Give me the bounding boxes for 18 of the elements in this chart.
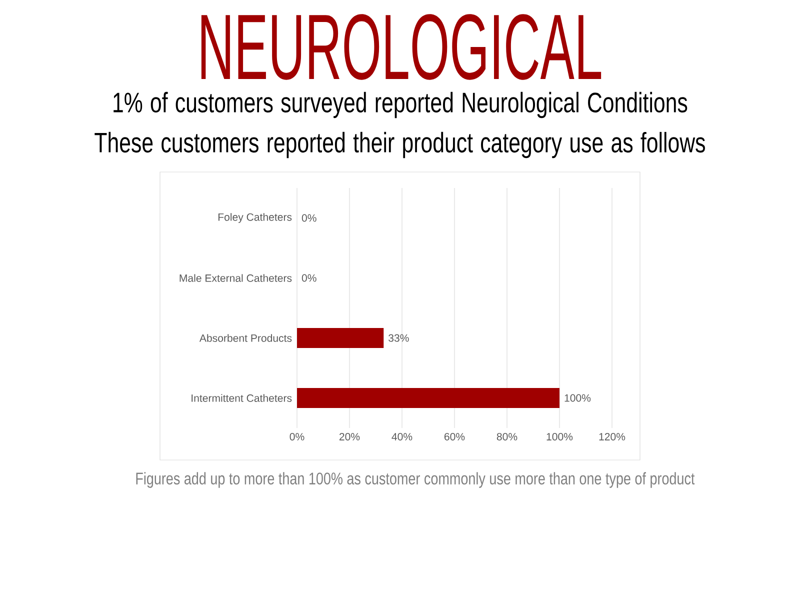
x-tick-label: 60% — [444, 432, 465, 440]
y-tick-label: Absorbent Products — [199, 334, 292, 342]
y-tick-label: Male External Catheters — [180, 274, 292, 282]
text: Figures add up to more than 100% as customer commonly use more than one type of product — [136, 472, 695, 488]
y-tick-label: Intermittent Catheters — [192, 394, 292, 402]
data-label: 0% — [302, 274, 316, 282]
x-tick-label: 20% — [339, 432, 360, 440]
x-tick-label: 80% — [496, 432, 518, 440]
y-tick-label: Foley Catheters — [218, 213, 292, 223]
data-label: 33% — [388, 334, 409, 342]
chart-title: NEUROLOGICAL — [201, 14, 602, 80]
data-label: 100% — [564, 394, 591, 402]
x-tick-label: 100% — [546, 432, 573, 440]
x-tick-label: 40% — [392, 432, 412, 440]
data-label: 0% — [302, 214, 316, 222]
x-tick-label: 0% — [290, 432, 304, 440]
chart-subtitle: 1% of customers surveyed reported Neurological Conditions These customers reported their product category use as follows — [94, 92, 705, 158]
x-tick-label: 120% — [599, 432, 626, 440]
